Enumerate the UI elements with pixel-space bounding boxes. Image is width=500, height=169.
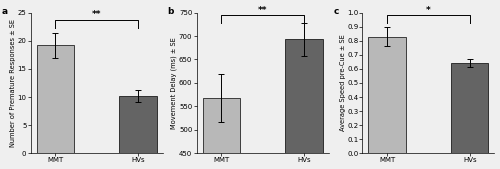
Text: a: a <box>2 7 8 16</box>
Text: **: ** <box>258 6 268 15</box>
Text: *: * <box>426 6 431 15</box>
Bar <box>451 63 488 153</box>
Bar <box>202 98 240 169</box>
Bar <box>120 96 156 153</box>
Bar <box>286 39 323 169</box>
Text: **: ** <box>92 10 102 19</box>
Text: b: b <box>168 7 174 16</box>
Bar <box>368 37 406 153</box>
Y-axis label: Average Speed pre-Cue ± SE: Average Speed pre-Cue ± SE <box>340 35 345 131</box>
Text: c: c <box>334 7 339 16</box>
Y-axis label: Movement Delay (ms) ± SE: Movement Delay (ms) ± SE <box>171 37 177 129</box>
Y-axis label: Number of Premature Responses ± SE: Number of Premature Responses ± SE <box>10 19 16 147</box>
Bar <box>36 45 74 153</box>
